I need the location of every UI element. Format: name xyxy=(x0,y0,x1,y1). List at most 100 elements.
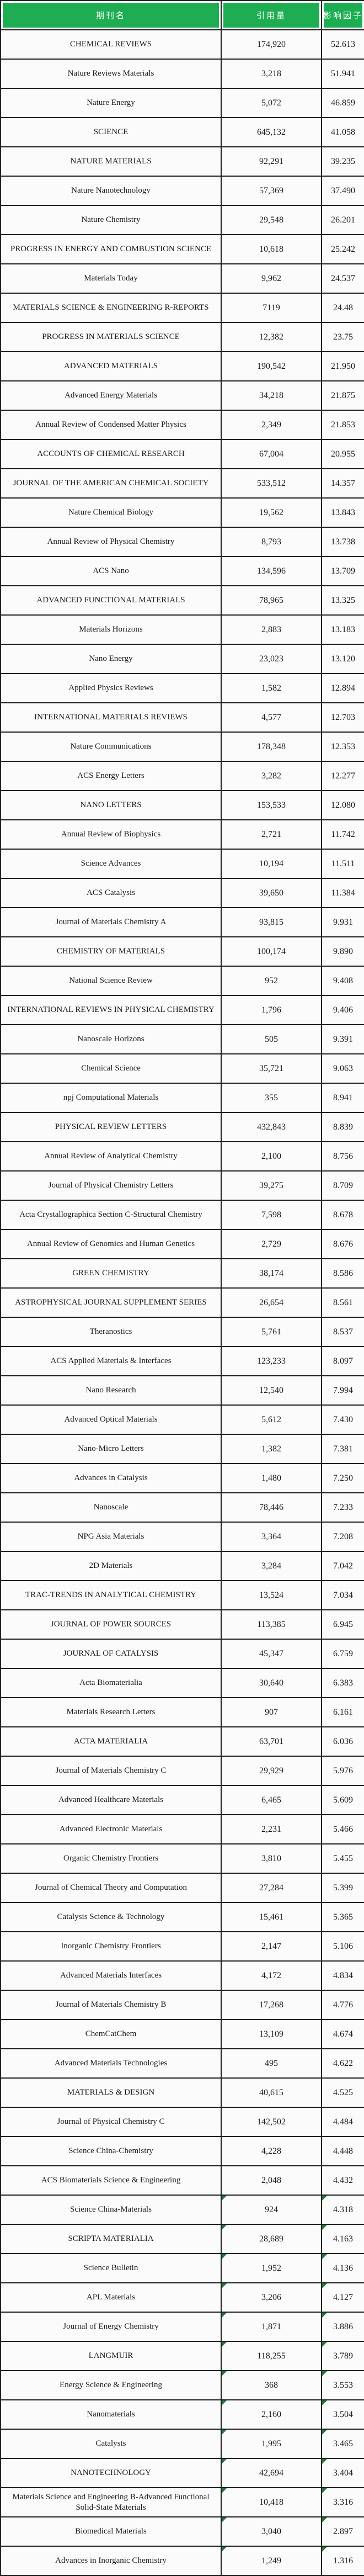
impact-factor-value: 21.950 xyxy=(331,361,355,371)
citations-cell: 15,461 xyxy=(222,1903,322,1932)
flag-triangle-icon xyxy=(222,2488,227,2493)
journal-name: Theranostics xyxy=(89,1327,132,1337)
citations-cell: 190,542 xyxy=(222,352,322,381)
table-row: Annual Review of Analytical Chemistry 2,… xyxy=(1,1142,364,1172)
table-row: ChemCatChem 13,109 4.674 xyxy=(1,2020,364,2049)
citations-cell: 78,446 xyxy=(222,1493,322,1523)
impact-factor-cell: 20.955 xyxy=(322,440,364,469)
table-row: ACS Catalysis 39,650 11.384 xyxy=(1,879,364,908)
table-row: Materials Horizons 2,883 13.183 xyxy=(1,616,364,645)
citations-cell: 19,562 xyxy=(222,499,322,528)
impact-factor-cell: 8.709 xyxy=(322,1172,364,1201)
impact-factor-cell: 37.490 xyxy=(322,177,364,206)
impact-factor-cell: 3.553 xyxy=(322,2371,364,2400)
journal-name-cell: Organic Chemistry Frontiers xyxy=(1,1844,222,1874)
impact-factor-value: 9.406 xyxy=(333,1005,353,1015)
impact-factor-cell: 3.465 xyxy=(322,2430,364,2459)
impact-factor-value: 8.709 xyxy=(333,1180,353,1190)
citations-cell: 34,218 xyxy=(222,381,322,411)
journal-name: INTERNATIONAL MATERIALS REVIEWS xyxy=(34,713,188,722)
impact-factor-cell: 8.537 xyxy=(322,1318,364,1347)
citations-value: 4,172 xyxy=(261,1970,281,1980)
journal-name-cell: Acta Biomaterialia xyxy=(1,1669,222,1698)
flag-triangle-icon xyxy=(222,2371,227,2376)
citations-value: 35,721 xyxy=(259,1063,283,1073)
citations-cell: 39,650 xyxy=(222,879,322,908)
impact-factor-value: 13.183 xyxy=(331,624,355,634)
citations-value: 2,048 xyxy=(261,2175,281,2185)
citations-value: 34,218 xyxy=(259,390,283,400)
table-row: Chemical Science 35,721 9.063 xyxy=(1,1054,364,1084)
table-row: ACS Applied Materials & Interfaces 123,2… xyxy=(1,1347,364,1376)
impact-factor-value: 4.622 xyxy=(333,2058,353,2068)
journal-name: JOURNAL OF CATALYSIS xyxy=(63,1649,159,1658)
impact-factor-value: 20.955 xyxy=(331,449,355,459)
citations-cell: 924 xyxy=(222,2196,322,2225)
table-row: Journal of Materials Chemistry B 17,268 … xyxy=(1,1991,364,2020)
citations-cell: 3,364 xyxy=(222,1523,322,1552)
journal-name: Applied Physics Reviews xyxy=(68,683,153,693)
citations-cell: 42,694 xyxy=(222,2459,322,2488)
table-row: Advanced Electronic Materials 2,231 5.46… xyxy=(1,1815,364,1844)
table-row: Nano Energy 23,023 13.120 xyxy=(1,645,364,674)
citations-cell: 2,160 xyxy=(222,2400,322,2430)
impact-factor-cell: 52.613 xyxy=(322,30,364,60)
citations-cell: 2,231 xyxy=(222,1815,322,1844)
impact-factor-cell: 21.950 xyxy=(322,352,364,381)
impact-factor-value: 13.709 xyxy=(331,566,355,576)
impact-factor-cell: 9.931 xyxy=(322,908,364,937)
journal-name: SCRIPTA MATERIALIA xyxy=(68,2234,154,2244)
impact-factor-cell: 5.976 xyxy=(322,1757,364,1786)
table-row: Science Advances 10,194 11.511 xyxy=(1,850,364,879)
citations-cell: 1,480 xyxy=(222,1464,322,1493)
impact-factor-value: 9.063 xyxy=(333,1063,353,1073)
citations-value: 23,023 xyxy=(259,654,283,664)
impact-factor-value: 9.890 xyxy=(333,946,353,956)
citations-cell: 23,023 xyxy=(222,645,322,674)
citations-value: 907 xyxy=(265,1707,278,1717)
citations-cell: 7119 xyxy=(222,294,322,323)
citations-value: 1,382 xyxy=(261,1444,281,1454)
table-row: PROGRESS IN ENERGY AND COMBUSTION SCIENC… xyxy=(1,235,364,264)
table-row: Journal of Energy Chemistry 1,871 3.886 xyxy=(1,2313,364,2342)
header-label-citations: 引用量 xyxy=(223,3,319,28)
impact-factor-value: 3.316 xyxy=(333,2497,353,2507)
journal-name: Science Advances xyxy=(81,859,141,868)
citations-value: 8,793 xyxy=(261,537,281,547)
citations-cell: 67,004 xyxy=(222,440,322,469)
impact-factor-value: 46.859 xyxy=(331,98,355,108)
impact-factor-value: 6.383 xyxy=(333,1678,353,1688)
impact-factor-cell: 6.945 xyxy=(322,1610,364,1640)
impact-factor-value: 7.381 xyxy=(333,1444,353,1454)
citations-value: 26,654 xyxy=(259,1297,283,1307)
table-row: Science Bulletin 1,952 4.136 xyxy=(1,2254,364,2283)
journal-name-cell: Annual Review of Biophysics xyxy=(1,820,222,850)
journal-name: NANO LETTERS xyxy=(80,801,142,810)
impact-factor-value: 4.776 xyxy=(333,2000,353,2010)
citations-cell: 26,654 xyxy=(222,1289,322,1318)
table-row: Advanced Healthcare Materials 6,465 5.60… xyxy=(1,1786,364,1815)
journal-name: Materials Today xyxy=(84,274,138,283)
journal-name-cell: ADVANCED MATERIALS xyxy=(1,352,222,381)
journal-name-cell: Journal of Energy Chemistry xyxy=(1,2313,222,2342)
citations-cell: 7,598 xyxy=(222,1201,322,1230)
impact-factor-cell: 11.742 xyxy=(322,820,364,850)
citations-cell: 39,275 xyxy=(222,1172,322,1201)
flag-triangle-icon xyxy=(222,2342,227,2347)
impact-factor-value: 21.875 xyxy=(331,390,355,400)
impact-factor-cell: 41.058 xyxy=(322,118,364,147)
journal-name-cell: Journal of Materials Chemistry C xyxy=(1,1757,222,1786)
citations-cell: 118,255 xyxy=(222,2342,322,2371)
journal-name: Nano-Micro Letters xyxy=(78,1444,144,1454)
impact-factor-cell: 8.839 xyxy=(322,1113,364,1142)
citations-value: 113,385 xyxy=(257,1619,286,1629)
table-row: Annual Review of Physical Chemistry 8,79… xyxy=(1,528,364,557)
journal-name-cell: ACS Energy Letters xyxy=(1,762,222,791)
citations-cell: 100,174 xyxy=(222,937,322,967)
citations-value: 40,615 xyxy=(259,2087,283,2097)
impact-factor-value: 13.325 xyxy=(331,595,355,605)
impact-factor-cell: 5.466 xyxy=(322,1815,364,1844)
citations-cell: 4,577 xyxy=(222,703,322,733)
journal-name: Catalysis Science & Technology xyxy=(57,1912,165,1922)
impact-factor-value: 4.525 xyxy=(333,2087,353,2097)
